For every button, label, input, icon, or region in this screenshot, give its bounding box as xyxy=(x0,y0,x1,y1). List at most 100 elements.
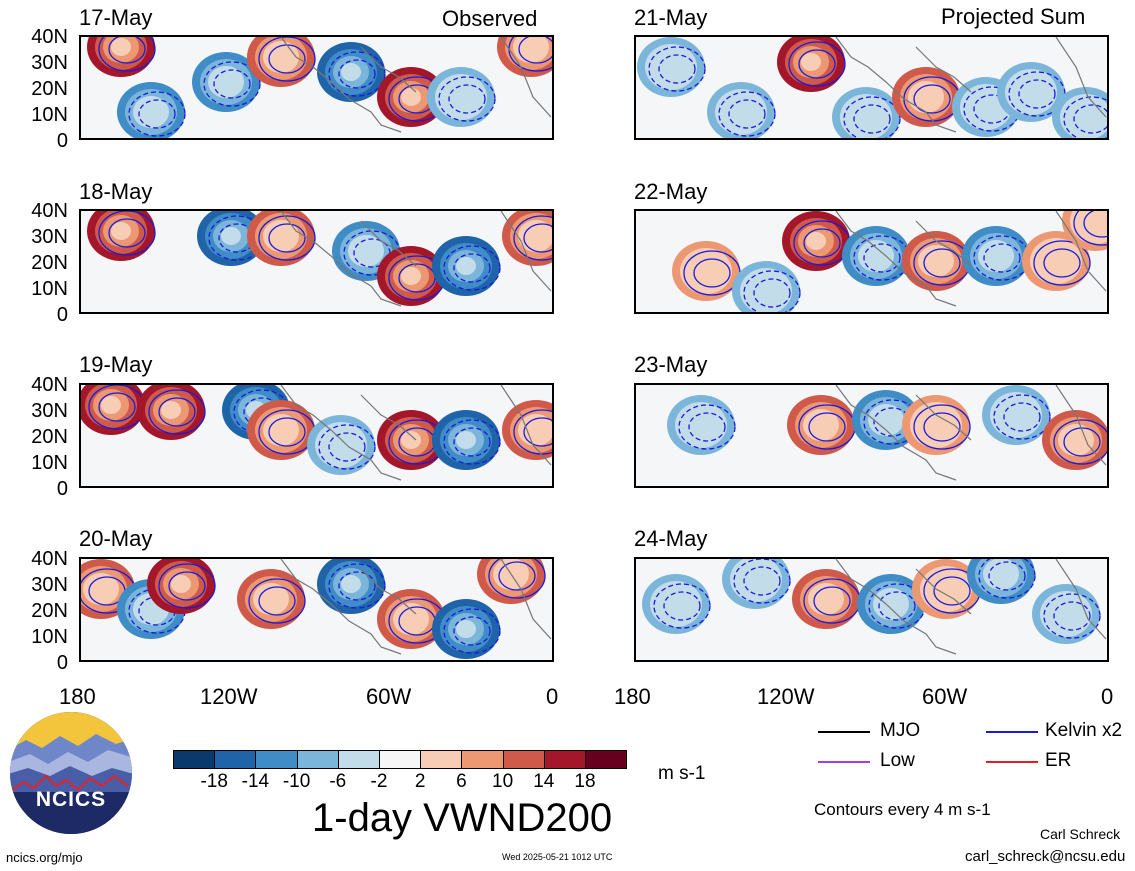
lat-label: 20N xyxy=(31,78,68,100)
anomaly-shading xyxy=(341,63,361,81)
kelvin-contour xyxy=(448,84,486,114)
kelvin-contour xyxy=(1053,419,1107,465)
lat-label: 20N xyxy=(31,426,68,448)
kelvin-contour xyxy=(108,37,146,64)
anomaly-shading xyxy=(518,414,552,446)
colorbar-label: -6 xyxy=(329,771,347,792)
date-label-projected-3: 23-May xyxy=(634,352,708,377)
anomaly-shading xyxy=(111,222,131,240)
legend-line-kelvin xyxy=(986,731,1038,733)
author-email: carl_schreck@ncsu.edu xyxy=(965,848,1126,865)
lon-label-120w-right: 120W xyxy=(757,684,815,709)
anomaly-shading xyxy=(133,96,169,128)
coastline xyxy=(835,385,1107,481)
lat-label: 0 xyxy=(56,652,68,674)
anomaly-shading xyxy=(730,559,782,602)
date-label-projected-4: 24-May xyxy=(634,526,708,551)
anomaly-shading xyxy=(675,402,727,448)
kelvin-contour xyxy=(733,559,791,604)
kelvin-contour xyxy=(658,54,696,84)
contour-note: Contours every 4 m s-1 xyxy=(814,800,991,819)
kelvin-contour xyxy=(1033,240,1091,286)
coastline xyxy=(280,385,552,481)
kelvin-contour xyxy=(148,389,206,435)
lat-label: 40N xyxy=(31,548,68,570)
colorbar-swatch xyxy=(543,750,586,769)
lat-label: 20N xyxy=(31,600,68,622)
anomaly-shading xyxy=(990,392,1042,438)
anomaly-shading xyxy=(1030,238,1082,284)
legend-label-mjo: MJO xyxy=(880,720,921,741)
kelvin-contour xyxy=(1083,211,1107,238)
anomaly-shading xyxy=(456,620,476,638)
lat-label: 10N xyxy=(31,104,68,126)
anomaly-shading xyxy=(435,74,487,120)
anomaly-shading xyxy=(518,220,552,252)
kelvin-contour xyxy=(328,432,366,462)
kelvin-contour xyxy=(923,412,961,442)
anomaly-shading xyxy=(1058,424,1094,456)
kelvin-contour xyxy=(798,49,836,79)
kelvin-contour xyxy=(1018,79,1056,109)
kelvin-contour xyxy=(453,616,491,646)
lat-label: 10N xyxy=(31,626,68,648)
kelvin-contour xyxy=(258,586,296,616)
anomaly-shading xyxy=(456,257,476,275)
anomaly-shading xyxy=(803,409,839,441)
kelvin-contour xyxy=(328,563,386,609)
lat-label: 40N xyxy=(31,200,68,222)
kelvin-contour xyxy=(853,104,891,134)
logo-text: NCICS xyxy=(35,788,107,811)
kelvin-contour xyxy=(988,561,1026,591)
lat-label: 0 xyxy=(56,304,68,326)
kelvin-contour xyxy=(743,566,781,596)
lat-label: 30N xyxy=(31,52,68,74)
anomaly-shading xyxy=(715,89,767,135)
kelvin-contour xyxy=(923,248,961,278)
anomaly-shading xyxy=(456,431,476,449)
kelvin-contour xyxy=(513,215,552,261)
legend-label-low: Low xyxy=(880,750,915,771)
kelvin-contour xyxy=(813,586,851,616)
lat-label: 0 xyxy=(56,130,68,152)
anomaly-shading xyxy=(1005,69,1057,115)
anomaly-shading xyxy=(161,401,181,419)
colorbar-swatch xyxy=(214,750,257,769)
kelvin-contour xyxy=(788,41,846,87)
colorbar-label: -14 xyxy=(241,771,270,792)
date-label-projected-1: 21-May xyxy=(634,5,708,30)
colorbar-label: 2 xyxy=(414,771,426,792)
kelvin-contour xyxy=(1003,402,1041,432)
anomaly-shading xyxy=(680,248,732,294)
kelvin-contour xyxy=(498,561,536,591)
kelvin-contour xyxy=(453,253,491,283)
anomaly-shading xyxy=(1040,591,1092,637)
legend-line-er xyxy=(986,761,1038,763)
coastline xyxy=(835,211,1107,307)
colorbar-swatch xyxy=(255,750,298,769)
date-label-observed-2: 18-May xyxy=(79,179,153,204)
kelvin-contour xyxy=(138,99,176,129)
kelvin-contour xyxy=(653,583,711,629)
kelvin-contour xyxy=(438,76,496,122)
kelvin-contour xyxy=(993,394,1051,440)
anomaly-shading xyxy=(918,245,954,277)
projected-sum-title: Projected Sum xyxy=(941,4,1086,29)
anomaly-shading xyxy=(401,267,421,285)
anomaly-shading xyxy=(645,44,697,90)
kelvin-contour xyxy=(803,228,841,258)
lat-label: 40N xyxy=(31,374,68,396)
kelvin-contour xyxy=(338,59,376,89)
colorbar-label: -18 xyxy=(200,771,228,792)
date-label-observed-4: 20-May xyxy=(79,526,153,551)
colorbar-swatch xyxy=(337,750,380,769)
kelvin-contour xyxy=(1073,211,1107,246)
map-panel-19-may xyxy=(79,383,554,488)
anomaly-shading xyxy=(806,232,826,250)
map-panel-20-may xyxy=(79,557,554,662)
lat-label: 30N xyxy=(31,400,68,422)
anomaly-shading xyxy=(873,588,909,620)
kelvin-contour xyxy=(1043,248,1081,278)
observed-title: Observed xyxy=(442,6,538,31)
kelvin-contour xyxy=(258,215,316,261)
